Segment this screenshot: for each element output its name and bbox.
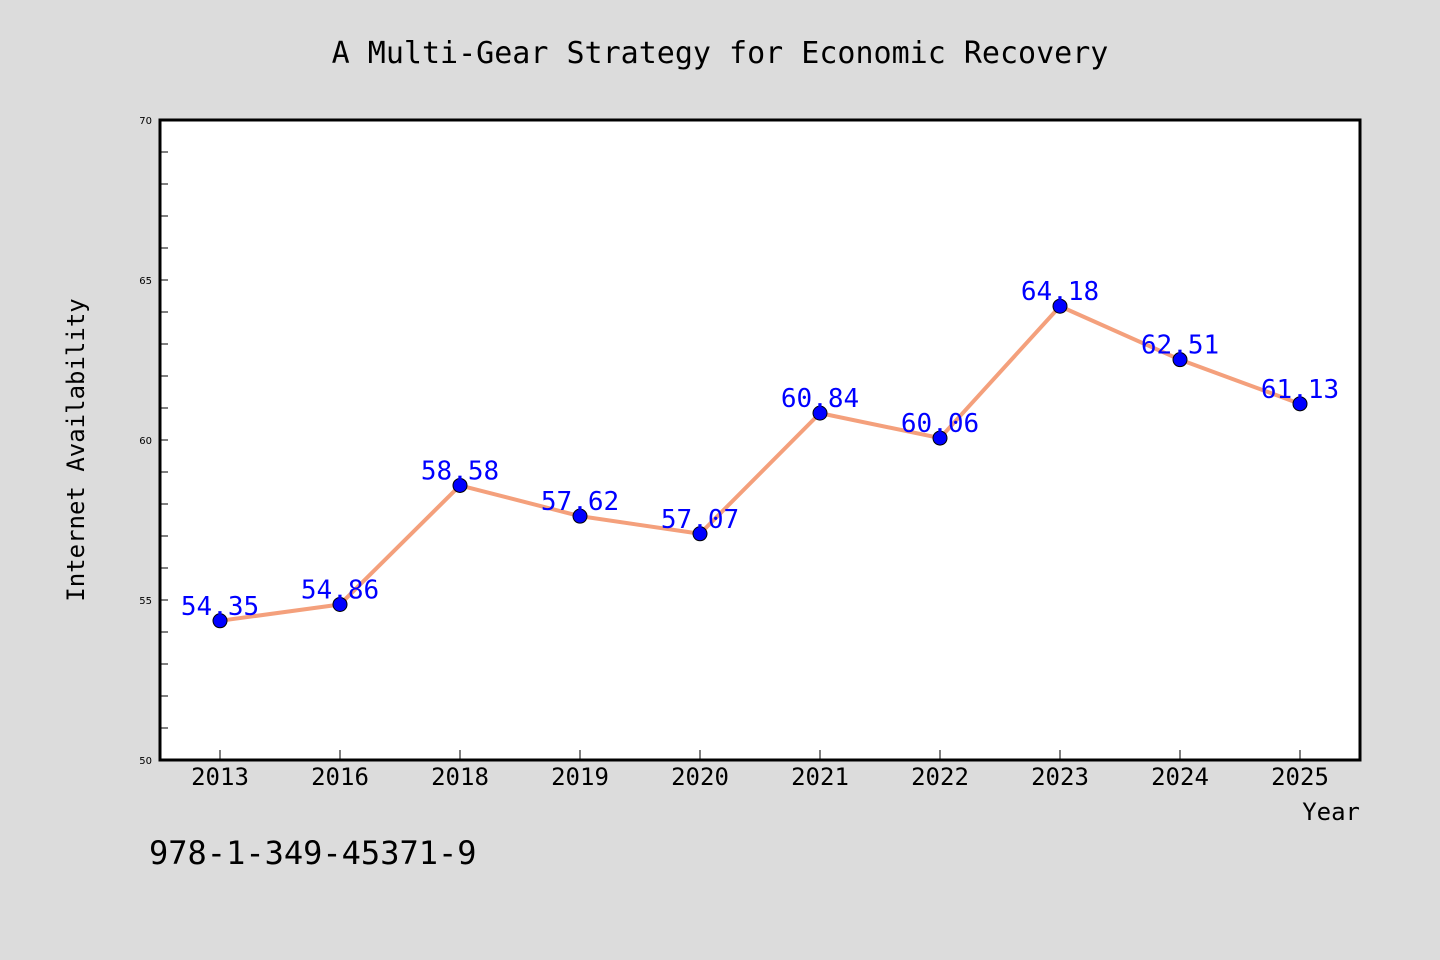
data-label: 62.51 bbox=[1141, 331, 1219, 361]
x-tick-label: 2019 bbox=[551, 763, 609, 791]
plot-area bbox=[160, 120, 1360, 760]
data-point bbox=[932, 430, 948, 446]
x-tick-label: 2022 bbox=[911, 763, 969, 791]
y-tick-label: 50 bbox=[139, 756, 152, 767]
data-label: 61.13 bbox=[1261, 375, 1339, 405]
data-point bbox=[452, 477, 468, 493]
x-tick-label: 2020 bbox=[671, 763, 729, 791]
x-axis-ticks: 2013 2016 2018 2019 2020 2021 2022 2023 2024 2025 bbox=[191, 750, 1329, 791]
data-label: 60.84 bbox=[781, 384, 859, 414]
data-label: 60.06 bbox=[901, 409, 979, 439]
x-axis-label: Year bbox=[1302, 798, 1360, 826]
x-tick-label: 2018 bbox=[431, 763, 489, 791]
x-tick-label: 2023 bbox=[1031, 763, 1089, 791]
footnote-isbn: 978-1-349-45371-9 bbox=[149, 834, 477, 872]
x-tick-label: 2016 bbox=[311, 763, 369, 791]
series-line-group: 54.35 54.86 58.58 57.62 57.07 60.84 60.06 64.18… bbox=[181, 277, 1339, 629]
y-tick-label: 60 bbox=[139, 436, 152, 447]
data-point bbox=[812, 405, 828, 421]
y-tick-label: 55 bbox=[139, 596, 152, 607]
data-point bbox=[332, 596, 348, 612]
data-label: 54.35 bbox=[181, 592, 259, 622]
chart-title: A Multi-Gear Strategy for Economic Recov… bbox=[332, 36, 1109, 71]
x-tick-label: 2021 bbox=[791, 763, 849, 791]
data-point bbox=[1052, 298, 1068, 314]
data-point bbox=[212, 613, 228, 629]
x-tick-label: 2013 bbox=[191, 763, 249, 791]
series-line bbox=[218, 304, 1302, 623]
data-label: 54.86 bbox=[301, 575, 379, 605]
y-axis-label: Internet Availability bbox=[62, 298, 90, 601]
data-label: 57.62 bbox=[541, 487, 619, 517]
data-point bbox=[1172, 352, 1188, 368]
data-label: 58.58 bbox=[421, 456, 499, 486]
y-tick-label: 65 bbox=[139, 276, 152, 287]
data-point bbox=[1292, 396, 1308, 412]
data-label: 64.18 bbox=[1021, 277, 1099, 307]
data-point bbox=[572, 508, 588, 524]
data-label: 57.07 bbox=[661, 505, 739, 535]
y-tick-label: 70 bbox=[139, 116, 152, 127]
data-point bbox=[692, 526, 708, 542]
plot-frame bbox=[158, 118, 1362, 762]
x-tick-label: 2024 bbox=[1151, 763, 1209, 791]
x-tick-label: 2025 bbox=[1271, 763, 1329, 791]
